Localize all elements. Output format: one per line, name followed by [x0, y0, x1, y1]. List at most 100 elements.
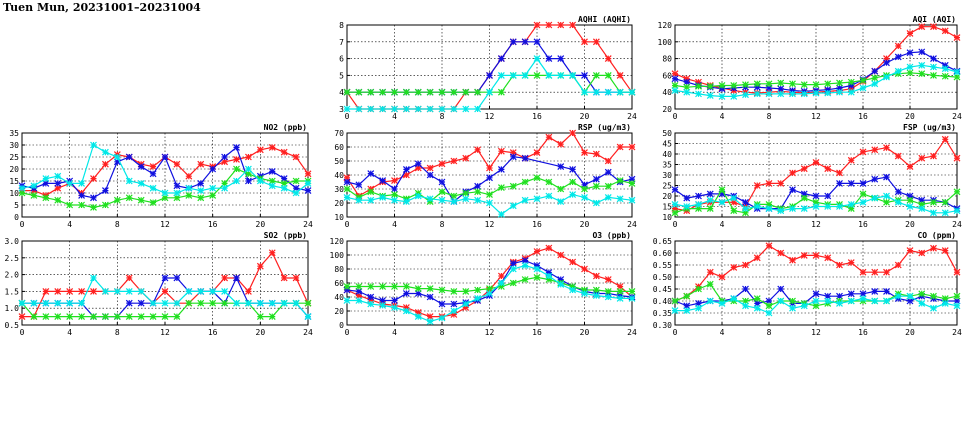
- data-point-cyan: [54, 172, 62, 180]
- data-point-blue: [836, 292, 843, 300]
- data-point-blue: [557, 163, 565, 171]
- data-point-cyan: [695, 304, 702, 312]
- data-point-cyan: [197, 187, 205, 195]
- data-point-red: [292, 274, 300, 282]
- x-tick-label: 16: [208, 220, 218, 229]
- data-point-red: [438, 160, 446, 168]
- data-point-cyan: [557, 280, 565, 288]
- data-point-red: [859, 268, 867, 276]
- data-point-cyan: [671, 200, 679, 208]
- data-point-cyan: [871, 194, 879, 202]
- data-point-green: [30, 313, 38, 321]
- data-point-blue: [545, 269, 553, 276]
- data-point-cyan: [824, 89, 832, 97]
- data-point-cyan: [706, 297, 714, 305]
- data-point-cyan: [149, 184, 157, 192]
- data-point-red: [953, 154, 961, 162]
- data-point-red: [343, 174, 351, 182]
- data-point-green: [292, 177, 300, 185]
- data-point-cyan: [355, 196, 363, 204]
- data-point-blue: [221, 153, 229, 161]
- data-point-red: [173, 160, 181, 168]
- data-point-cyan: [953, 207, 961, 215]
- chart-no2: 0 4 8 12 16 20 24 0 5 10 15 20 25 30 35 NO2 (ppb): [9, 123, 313, 229]
- data-point-green: [42, 313, 50, 321]
- data-point-blue: [906, 297, 914, 305]
- data-point-blue: [557, 55, 565, 63]
- y-tick-label: 0.55: [653, 261, 672, 270]
- data-point-blue: [592, 175, 600, 183]
- data-point-cyan: [753, 304, 761, 312]
- data-point-blue: [671, 186, 679, 194]
- data-point-blue: [765, 84, 773, 92]
- data-point-cyan: [894, 198, 902, 206]
- data-point-cyan: [847, 88, 855, 96]
- y-tick-label: 45: [662, 140, 672, 149]
- y-tick-label: 3.0: [5, 237, 20, 246]
- data-point-cyan: [509, 202, 517, 210]
- y-tick-label: 0.45: [653, 285, 672, 294]
- data-point-cyan: [941, 299, 949, 307]
- data-point-green: [438, 188, 446, 196]
- data-point-red: [90, 175, 97, 183]
- data-point-red: [78, 287, 86, 295]
- data-point-cyan: [426, 318, 434, 325]
- data-point-red: [569, 21, 577, 29]
- data-point-red: [185, 172, 193, 180]
- data-point-red: [847, 156, 855, 164]
- data-point-cyan: [42, 175, 50, 183]
- data-point-cyan: [569, 71, 577, 79]
- data-point-cyan: [161, 189, 169, 197]
- data-point-cyan: [185, 287, 193, 295]
- data-point-blue: [509, 38, 517, 46]
- data-point-red: [871, 146, 879, 154]
- data-point-cyan: [671, 87, 679, 94]
- data-point-green: [367, 283, 375, 290]
- data-point-green: [533, 174, 541, 182]
- data-point-green: [78, 201, 86, 209]
- data-point-green: [742, 209, 749, 217]
- y-tick-label: 20: [9, 165, 19, 174]
- data-point-green: [367, 88, 375, 96]
- data-point-blue: [871, 287, 879, 295]
- data-point-red: [836, 169, 843, 177]
- x-tick-label: 24: [303, 220, 313, 229]
- data-point-green: [233, 165, 240, 173]
- data-point-cyan: [474, 196, 482, 204]
- data-point-green: [268, 313, 276, 321]
- data-point-green: [414, 285, 422, 293]
- data-point-green: [497, 88, 505, 96]
- data-point-blue: [695, 192, 702, 200]
- y-tick-label: 10: [334, 213, 344, 222]
- data-point-cyan: [367, 300, 375, 308]
- data-point-cyan: [173, 189, 181, 197]
- x-tick-label: 12: [811, 112, 821, 121]
- data-point-red: [474, 146, 482, 154]
- x-tick-label: 24: [952, 112, 962, 121]
- y-tick-label: 120: [330, 237, 345, 246]
- data-point-cyan: [765, 309, 773, 317]
- data-point-cyan: [953, 68, 961, 76]
- data-point-red: [800, 251, 808, 259]
- data-point-cyan: [930, 63, 937, 71]
- data-point-red: [859, 148, 867, 156]
- data-point-green: [836, 79, 843, 87]
- data-point-green: [604, 71, 612, 79]
- y-tick-label: 6: [339, 55, 344, 64]
- data-point-blue: [497, 55, 505, 63]
- data-point-red: [280, 274, 288, 282]
- data-point-green: [185, 191, 193, 199]
- data-point-blue: [486, 71, 493, 79]
- y-tick-label: 35: [662, 161, 672, 170]
- data-point-blue: [628, 175, 636, 183]
- data-point-red: [730, 263, 738, 271]
- data-point-blue: [343, 178, 351, 186]
- data-point-cyan: [462, 300, 470, 308]
- data-point-green: [268, 177, 276, 185]
- x-tick-label: 12: [811, 328, 821, 337]
- data-point-green: [450, 88, 458, 96]
- data-point-green: [521, 276, 529, 283]
- data-point-green: [930, 198, 937, 206]
- data-point-green: [533, 71, 541, 79]
- data-point-green: [557, 185, 565, 193]
